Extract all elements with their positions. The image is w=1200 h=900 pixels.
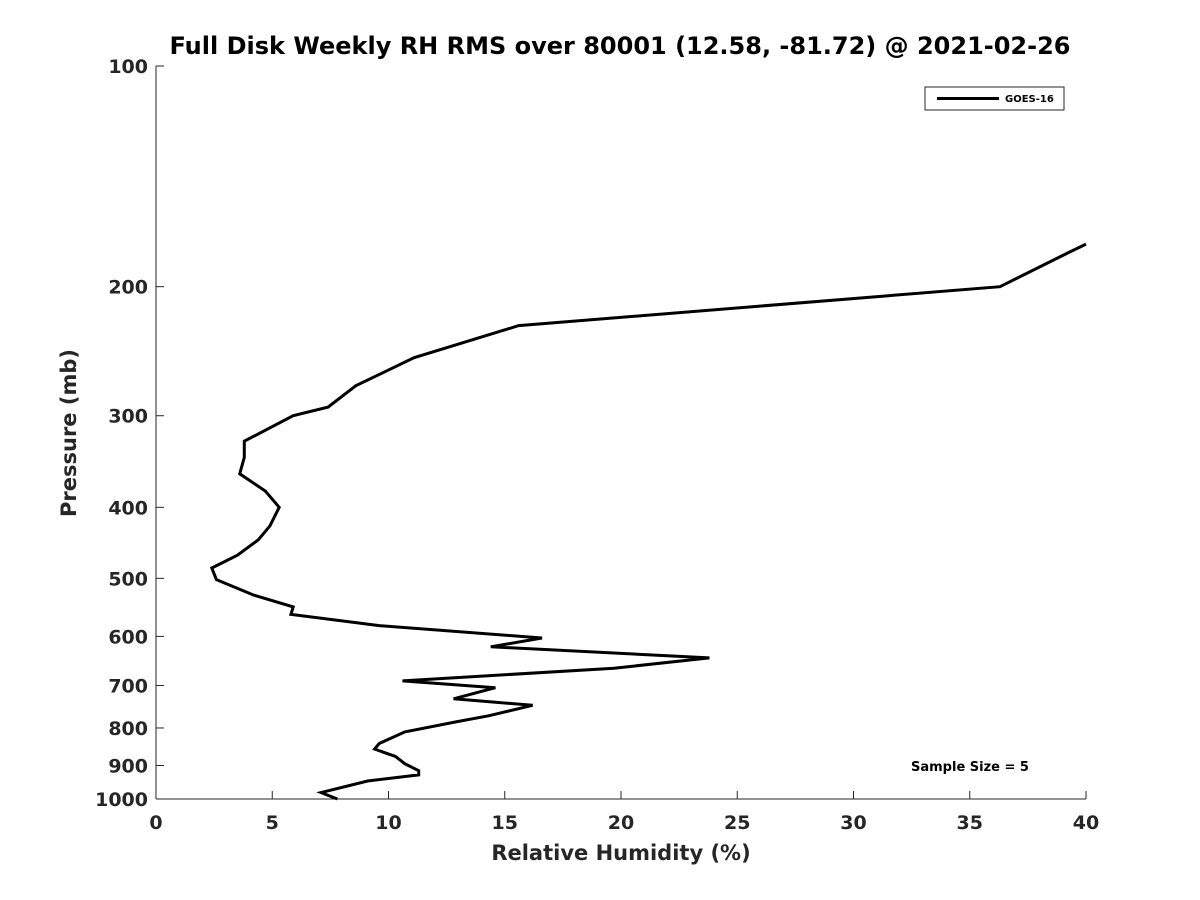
y-tick-label: 800	[108, 718, 148, 740]
x-axis-label: Relative Humidity (%)	[491, 841, 750, 865]
x-tick-label: 5	[266, 812, 279, 834]
x-tick-label: 10	[375, 812, 401, 834]
legend: GOES-16	[924, 86, 1065, 111]
y-tick-label: 500	[108, 568, 148, 590]
legend-label: GOES-16	[1005, 94, 1054, 105]
x-tick-label: 30	[840, 812, 866, 834]
y-axis-label: Pressure (mb)	[57, 349, 81, 517]
sample-size-annotation: Sample Size = 5	[911, 760, 1029, 775]
chart-title: Full Disk Weekly RH RMS over 80001 (12.5…	[169, 32, 1070, 60]
x-tick-label: 20	[608, 812, 634, 834]
y-tick-label: 400	[108, 497, 148, 519]
x-tick-label: 40	[1073, 812, 1099, 834]
y-tick-label: 600	[108, 626, 148, 648]
y-tick-label: 100	[108, 56, 148, 78]
series-line-goes-16	[209, 242, 1087, 801]
x-ticks: 0 5 10 15 20 25 30 35 40	[149, 791, 1099, 834]
y-tick-label: 300	[108, 406, 148, 428]
x-tick-label: 0	[149, 812, 162, 834]
x-tick-label: 25	[724, 812, 750, 834]
y-tick-label: 200	[108, 277, 148, 299]
series-layer	[209, 242, 1087, 801]
y-tick-label: 900	[108, 755, 148, 777]
x-tick-label: 15	[492, 812, 518, 834]
y-tick-label: 1000	[95, 789, 148, 811]
y-ticks: 100 200 300 400 500 600 700 800 900 1000	[95, 56, 164, 811]
y-tick-label: 700	[108, 675, 148, 697]
x-tick-label: 35	[957, 812, 983, 834]
